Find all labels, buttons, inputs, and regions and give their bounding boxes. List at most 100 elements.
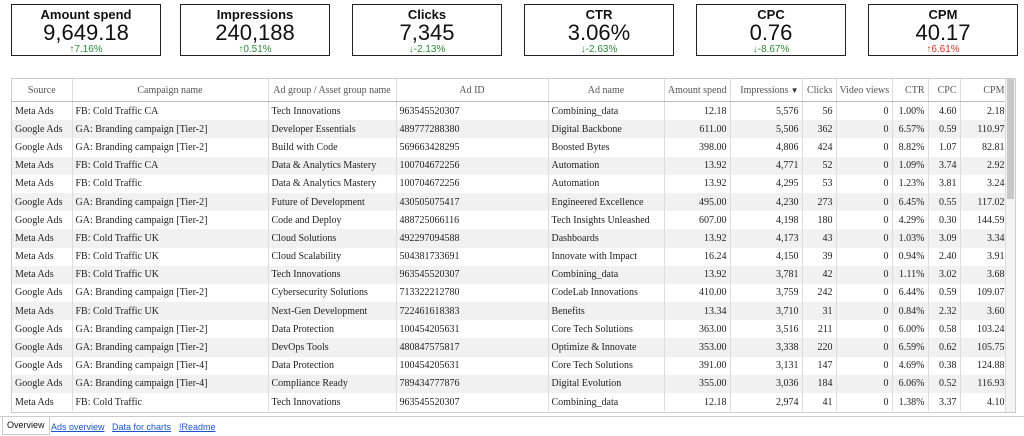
table-row[interactable]: Google Ads GA: Branding campaign [Tier-2]… — [12, 338, 1009, 357]
table-row[interactable]: Google Ads GA: Branding campaign [Tier-2]… — [12, 120, 1009, 139]
table-row[interactable]: Google Ads GA: Branding campaign [Tier-2]… — [12, 320, 1009, 339]
vertical-scrollbar[interactable] — [1005, 79, 1015, 412]
column-header-label: Ad name — [587, 84, 625, 96]
table-cell: 3.81 — [928, 174, 961, 193]
table-cell: 492297094588 — [396, 229, 549, 248]
table-cell: Meta Ads — [12, 174, 73, 193]
table-cell: Meta Ads — [12, 247, 73, 266]
column-header-ad-id[interactable]: Ad ID — [396, 79, 549, 102]
table-cell: 4,150 — [730, 247, 803, 266]
table-cell: 2.18 — [960, 101, 1009, 121]
kpi-delta: ↑0.51% — [181, 44, 329, 56]
table-cell: 495.00 — [664, 192, 731, 212]
table-cell: Combining_data — [548, 265, 665, 284]
table-cell: Future of Development — [268, 192, 397, 212]
table-row[interactable]: Google Ads GA: Branding campaign [Tier-4]… — [12, 374, 1009, 393]
table-cell: 0 — [836, 211, 893, 230]
tab-data-for-charts[interactable]: Data for charts — [112, 422, 172, 432]
table-cell: 0.55 — [928, 192, 961, 212]
table-cell: Google Ads — [12, 192, 73, 212]
table-row[interactable]: Google Ads GA: Branding campaign [Tier-2]… — [12, 211, 1009, 230]
table-row[interactable]: Google Ads GA: Branding campaign [Tier-4]… — [12, 356, 1009, 375]
table-cell: 362 — [802, 120, 837, 139]
table-cell: Core Tech Solutions — [548, 356, 665, 375]
table-cell: 180 — [802, 211, 837, 230]
column-header-amount-spend[interactable]: Amount spend — [664, 79, 731, 102]
table-cell: 569663428295 — [396, 138, 549, 157]
table-row[interactable]: Meta Ads FB: Cold Traffic UK Cloud Solutio… — [12, 229, 1009, 248]
column-header-ad-group-asset-group-name[interactable]: Ad group / Asset group name — [268, 79, 397, 102]
table-cell: 0.62 — [928, 338, 961, 357]
table-cell: FB: Cold Traffic CA — [72, 156, 269, 175]
kpi-value: 0.76 — [749, 20, 793, 45]
table-cell: GA: Branding campaign [Tier-2] — [72, 211, 269, 230]
table-row[interactable]: Meta Ads FB: Cold Traffic CA Data & Analyt… — [12, 156, 1009, 175]
table-cell: Cybersecurity Solutions — [268, 283, 397, 303]
table-cell: 124.88 — [960, 356, 1009, 375]
column-header-cpm[interactable]: CPM — [960, 79, 1009, 102]
kpi-delta-value: -2.63% — [585, 44, 618, 55]
table-cell: DevOps Tools — [268, 338, 397, 357]
tab-overview[interactable]: Overview — [2, 417, 50, 435]
ads-table: Source Campaign name Ad group / Asset grou… — [12, 79, 1009, 412]
data-table-container[interactable]: Source Campaign name Ad group / Asset grou… — [11, 78, 1016, 413]
table-cell: 4.60 — [928, 101, 961, 121]
kpi-delta-value: 0.51% — [243, 44, 272, 55]
table-row[interactable]: Google Ads GA: Branding campaign [Tier-2]… — [12, 192, 1009, 212]
table-cell: 3.02 — [928, 265, 961, 284]
column-header-label: Ad ID — [459, 84, 485, 96]
table-row[interactable]: Meta Ads FB: Cold Traffic UK Next-Gen Deve… — [12, 302, 1009, 321]
table-row[interactable]: Meta Ads FB: Cold Traffic CA Tech Innovati… — [12, 101, 1009, 121]
table-cell: 4.69% — [892, 356, 929, 375]
table-cell: 53 — [802, 174, 837, 193]
column-header-impressions[interactable]: Impressions ▼ — [730, 79, 803, 102]
tab-ads-overview[interactable]: Ads overview — [51, 422, 105, 432]
table-cell: 110.97 — [960, 120, 1009, 139]
table-cell: 82.81 — [960, 138, 1009, 157]
table-cell: 4,295 — [730, 174, 803, 193]
table-cell: Engineered Excellence — [548, 192, 665, 212]
table-cell: 0 — [836, 101, 893, 121]
table-cell: FB: Cold Traffic — [72, 393, 269, 412]
table-cell: 1.11% — [892, 265, 929, 284]
table-cell: Google Ads — [12, 283, 73, 303]
table-cell: FB: Cold Traffic — [72, 174, 269, 193]
table-row[interactable]: Meta Ads FB: Cold Traffic Data & Analytics… — [12, 174, 1009, 193]
table-cell: Optimize & Innovate — [548, 338, 665, 357]
sort-desc-icon[interactable]: ▼ — [790, 85, 799, 95]
table-cell: 0.58 — [928, 320, 961, 339]
table-cell: GA: Branding campaign [Tier-4] — [72, 356, 269, 375]
table-cell: 0 — [836, 356, 893, 375]
column-header-cpc[interactable]: CPC — [928, 79, 961, 102]
tab-readme[interactable]: !Readme — [179, 422, 216, 432]
table-cell: GA: Branding campaign [Tier-2] — [72, 320, 269, 339]
table-row[interactable]: Google Ads GA: Branding campaign [Tier-2]… — [12, 138, 1009, 157]
table-cell: 3,781 — [730, 265, 803, 284]
column-header-video-views[interactable]: Video views — [836, 79, 893, 102]
column-header-campaign-name[interactable]: Campaign name — [72, 79, 269, 102]
column-header-label: Amount spend — [667, 84, 727, 96]
table-row[interactable]: Meta Ads FB: Cold Traffic Tech Innovations… — [12, 393, 1009, 412]
scrollbar-thumb[interactable] — [1007, 79, 1014, 199]
table-cell: 0 — [836, 247, 893, 266]
table-cell: 489777288380 — [396, 120, 549, 139]
table-cell: 1.00% — [892, 101, 929, 121]
column-header-label: Impressions — [740, 84, 789, 96]
table-cell: 0 — [836, 393, 893, 412]
column-header-clicks[interactable]: Clicks — [802, 79, 837, 102]
table-cell: 0 — [836, 265, 893, 284]
table-header-row: Source Campaign name Ad group / Asset grou… — [12, 79, 1009, 102]
table-cell: 3,036 — [730, 374, 803, 393]
table-cell: 713322212780 — [396, 283, 549, 303]
column-header-ctr[interactable]: CTR — [892, 79, 929, 102]
table-cell: 2.40 — [928, 247, 961, 266]
table-row[interactable]: Meta Ads FB: Cold Traffic UK Tech Innovati… — [12, 265, 1009, 284]
column-header-ad-name[interactable]: Ad name — [548, 79, 665, 102]
table-row[interactable]: Meta Ads FB: Cold Traffic UK Cloud Scalabi… — [12, 247, 1009, 266]
column-header-source[interactable]: Source — [12, 79, 73, 102]
table-row[interactable]: Google Ads GA: Branding campaign [Tier-2]… — [12, 283, 1009, 303]
table-cell: 100454205631 — [396, 320, 549, 339]
column-header-label: Campaign name — [137, 84, 203, 96]
kpi-card-clicks: Clicks 7,345 ↓-2.13% — [352, 4, 502, 56]
table-cell: FB: Cold Traffic UK — [72, 265, 269, 284]
